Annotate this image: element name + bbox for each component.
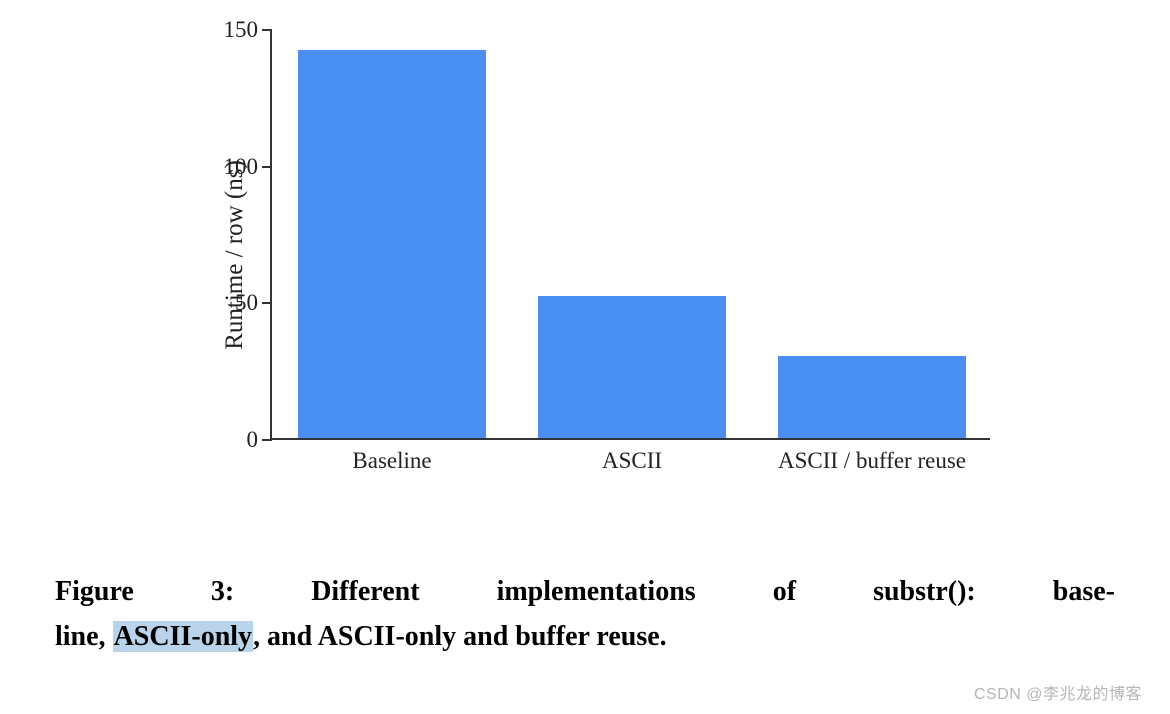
y-axis-label: Runtime / row (ns) [221,160,249,350]
y-tick-label: 50 [235,290,258,316]
y-tick-label: 150 [224,17,259,43]
y-tick [262,29,272,31]
y-tick [262,302,272,304]
x-tick-label: ASCII [602,448,662,474]
chart-region: Runtime / row (ns) 050100150BaselineASCI… [180,20,1010,490]
bar [298,50,485,438]
y-tick [262,166,272,168]
watermark: CSDN @李兆龙的博客 [974,680,1142,704]
caption-line2a: line, [55,621,113,652]
y-tick [262,439,272,441]
caption-highlight: ASCII-only [113,621,253,652]
bar [778,356,965,438]
plot-area: 050100150BaselineASCIIASCII / buffer reu… [270,30,990,440]
bar [538,296,725,438]
x-tick-label: Baseline [352,448,431,474]
caption-line2b: , and ASCII-only and buffer reuse. [253,621,667,652]
y-tick-label: 100 [224,154,259,180]
y-tick-label: 0 [247,427,259,453]
x-tick-label: ASCII / buffer reuse [778,448,966,474]
figure-caption: Figure3:Differentimplementationsofsubstr… [55,570,1115,660]
